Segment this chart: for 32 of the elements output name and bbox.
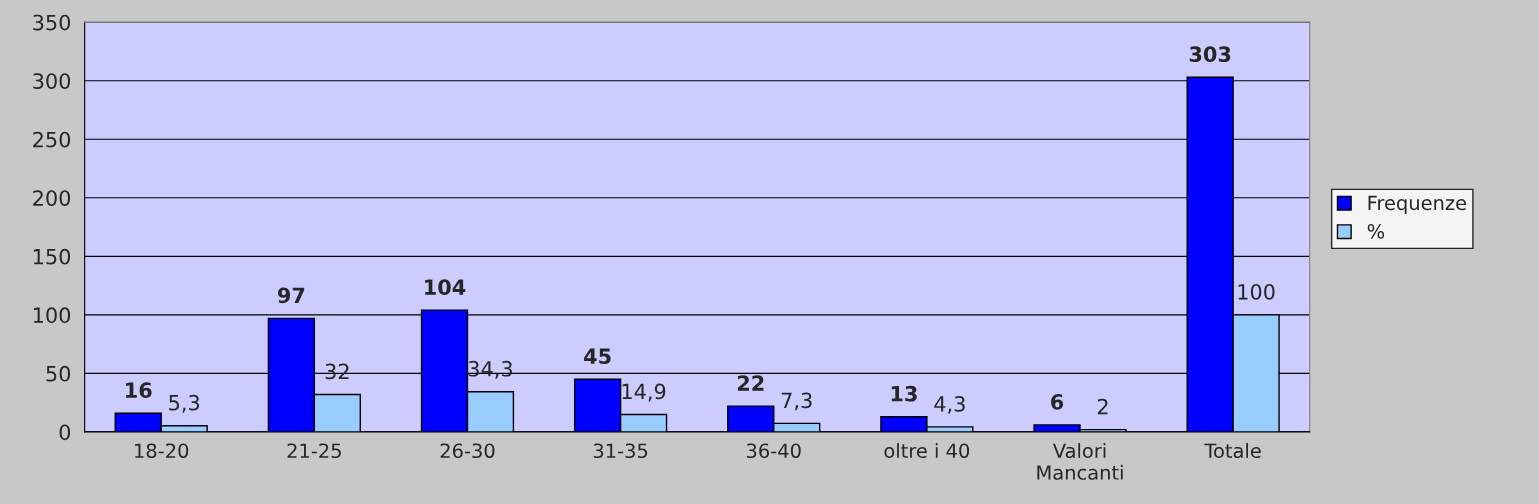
data-label: 6 xyxy=(1051,394,1064,410)
data-label: 14,9 xyxy=(622,383,666,402)
y-tick-label: 250 xyxy=(33,131,71,148)
x-tick-label: oltre i 40 xyxy=(884,443,970,459)
y-tick-label: 350 xyxy=(33,14,71,31)
x-tick-label: 21-25 xyxy=(287,443,341,459)
data-label: 97 xyxy=(277,287,305,304)
y-tick-label: 300 xyxy=(33,73,71,89)
y-tick-label: 50 xyxy=(46,365,71,382)
data-label: 2 xyxy=(1097,398,1108,415)
data-label: 22 xyxy=(737,375,764,391)
x-tick-label: 18-20 xyxy=(135,443,189,459)
data-label: 303 xyxy=(1189,46,1231,63)
x-tick-label: Valori Mancanti xyxy=(1037,443,1123,480)
data-label: 104 xyxy=(425,279,466,296)
data-label: 4,3 xyxy=(934,395,965,414)
data-label: 45 xyxy=(584,348,611,365)
y-tick-label: 200 xyxy=(33,190,71,206)
y-tick-label: 100 xyxy=(33,307,71,324)
data-label: 7,3 xyxy=(781,392,812,411)
data-label: 13 xyxy=(891,385,917,402)
x-tick-label: 26-30 xyxy=(440,443,495,459)
x-tick-label: Totale xyxy=(1204,443,1261,459)
data-label: 100 xyxy=(1238,283,1275,300)
x-tick-label: 36-40 xyxy=(746,443,801,459)
data-label: 5,3 xyxy=(169,394,200,413)
x-tick-label: 31-35 xyxy=(593,443,648,459)
legend-label: Frequenze xyxy=(1368,195,1467,214)
y-tick-label: 0 xyxy=(59,424,71,441)
y-tick-label: 150 xyxy=(33,248,71,265)
data-label: 16 xyxy=(126,382,152,399)
legend-label: % xyxy=(1367,224,1385,239)
